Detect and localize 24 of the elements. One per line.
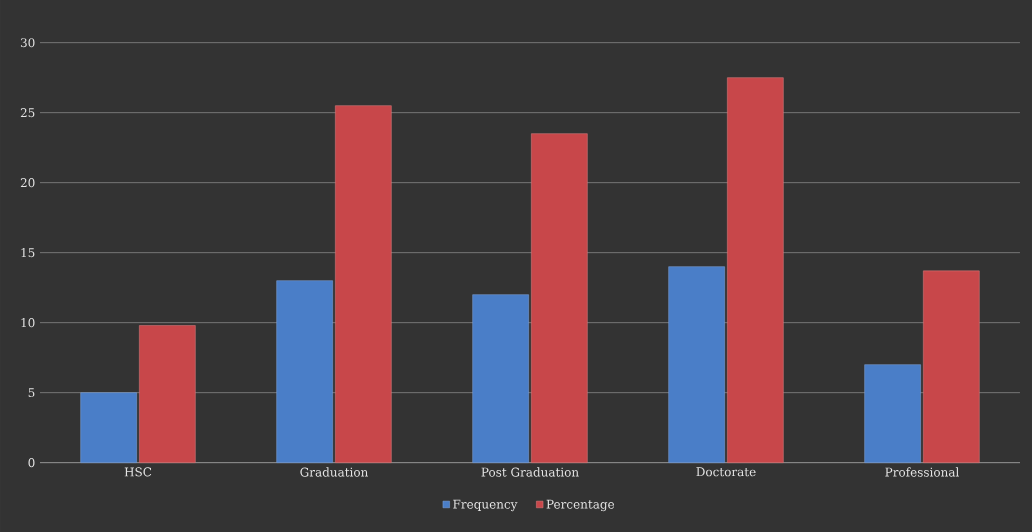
y-tick-label: 0 (28, 458, 35, 468)
y-tick-label: 20 (20, 178, 35, 188)
bar (727, 77, 784, 463)
bar (668, 266, 725, 463)
x-tick-label: Graduation (300, 467, 368, 477)
bar (335, 105, 392, 463)
bar (923, 270, 980, 463)
bar (531, 133, 588, 463)
y-tick-label: 5 (28, 388, 35, 398)
bar (472, 294, 529, 463)
bar (276, 280, 333, 463)
x-tick-label: Post Graduation (481, 467, 579, 477)
x-tick-label: Professional (885, 467, 959, 477)
legend-label: Percentage (546, 499, 615, 512)
y-tick-label: 25 (20, 108, 35, 118)
x-tick-label: HSC (124, 467, 152, 477)
bar (139, 325, 196, 463)
y-tick-label: 10 (21, 318, 35, 328)
bar (80, 392, 137, 463)
y-tick-label: 30 (20, 38, 35, 48)
bar (864, 364, 921, 463)
legend-label: Frequency (453, 499, 518, 512)
y-tick-label: 15 (21, 248, 35, 258)
x-tick-label: Doctorate (696, 467, 756, 477)
